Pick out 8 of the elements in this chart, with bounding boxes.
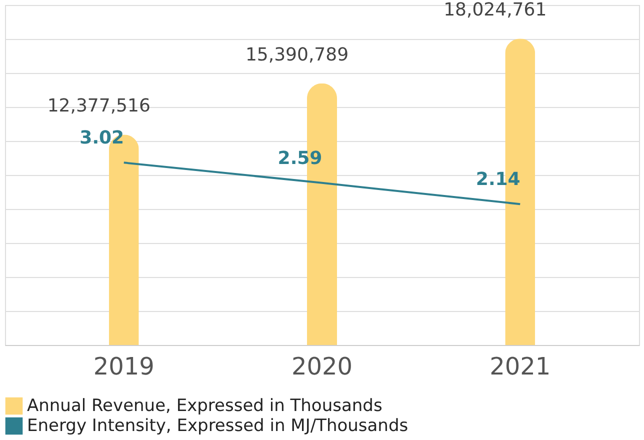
data-label: 12,377,516: [47, 96, 150, 117]
x-tick-label: 2021: [490, 352, 551, 380]
x-tick-label: 2019: [93, 352, 154, 380]
x-tick-label: 2020: [291, 352, 353, 380]
data-label: 15,390,789: [245, 44, 349, 66]
legend-label: Energy Intensity, Expressed in MJ/Thousands: [27, 416, 408, 436]
data-label: 18,024,761: [444, 0, 547, 21]
legend-label: Annual Revenue, Expressed in Thousands: [27, 396, 382, 416]
